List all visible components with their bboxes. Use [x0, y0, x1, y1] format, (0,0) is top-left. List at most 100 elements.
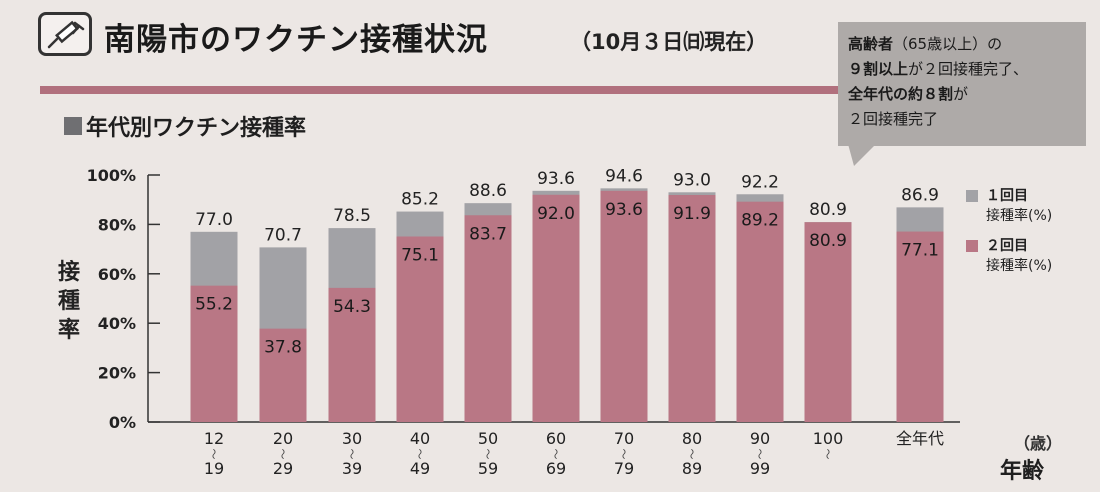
- data-label-first-dose-5: 93.6: [537, 169, 575, 189]
- callout-line-3-part-0: ２回接種完了: [848, 110, 939, 128]
- data-label-first-dose-4: 88.6: [469, 181, 507, 201]
- data-label-first-dose-0: 77.0: [195, 210, 233, 230]
- x-tick-label-bottom-8: 99: [750, 459, 770, 478]
- data-label-second-dose-1: 37.8: [264, 338, 302, 358]
- x-tick-label-bottom-4: 59: [478, 459, 498, 478]
- data-label-first-dose-6: 94.6: [605, 166, 643, 186]
- data-label-second-dose-9: 80.9: [809, 231, 847, 251]
- callout-line-1: ９割以上が２回接種完了、: [848, 57, 1084, 82]
- x-tick-label-bottom-6: 79: [614, 459, 634, 478]
- x-tick-range-sep-4: 〜: [481, 449, 494, 460]
- legend-label-second-dose-line1: ２回目: [986, 238, 1028, 254]
- callout-line-0-part-1: （65歳以上）の: [893, 35, 1003, 53]
- bar-second-dose-9: [804, 222, 852, 422]
- date-label: （10月３日㈰現在）: [570, 30, 768, 54]
- y-axis-label: 接種率: [56, 258, 82, 345]
- y-tick-label-2: 40%: [98, 314, 136, 333]
- legend-label-first-dose-line1: １回目: [986, 188, 1028, 204]
- x-tick-label-bottom-5: 69: [546, 459, 566, 478]
- x-tick-label-bottom-0: 19: [204, 459, 224, 478]
- bar-second-dose-0: [190, 285, 238, 422]
- data-label-second-dose-2: 54.3: [333, 297, 371, 317]
- x-tick-range-sep-5: 〜: [549, 449, 562, 460]
- callout-line-2-part-0: 全年代の約８割: [848, 85, 954, 103]
- bar-second-dose-6: [600, 190, 648, 422]
- x-tick-label-bottom-2: 39: [342, 459, 362, 478]
- x-tick-label-bottom-7: 89: [682, 459, 702, 478]
- y-axis-label-char-0: 接: [57, 260, 80, 285]
- subtitle-marker: [64, 117, 82, 135]
- data-label-second-dose-3: 75.1: [401, 246, 439, 266]
- x-tick-label-top-2: 30: [342, 429, 362, 448]
- legend-label-first-dose-line2: 接種率(%): [986, 208, 1053, 224]
- x-tick-range-sep-1: 〜: [276, 449, 289, 460]
- bar-second-dose-8: [736, 201, 784, 422]
- bar-second-dose-7: [668, 195, 716, 422]
- bar-second-dose-10: [896, 231, 944, 422]
- x-tick-range-sep-8: 〜: [753, 449, 766, 460]
- x-tick-label-top-6: 70: [614, 429, 634, 448]
- y-tick-label-0: 0%: [109, 413, 136, 432]
- x-tick-range-sep-2: 〜: [345, 449, 358, 460]
- x-tick-label-top-0: 12: [204, 429, 224, 448]
- data-label-second-dose-5: 92.0: [537, 204, 575, 224]
- data-label-second-dose-7: 91.9: [673, 204, 711, 224]
- bar-second-dose-5: [532, 194, 580, 422]
- y-tick-label-4: 80%: [98, 215, 136, 234]
- y-axis-label-char-2: 率: [57, 318, 80, 343]
- x-tick-label-top-5: 60: [546, 429, 566, 448]
- data-label-first-dose-9: 80.9: [809, 200, 847, 220]
- data-label-first-dose-2: 78.5: [333, 206, 371, 226]
- callout-body: 高齢者（65歳以上）の ９割以上が２回接種完了、 全年代の約８割が ２回接種完了: [838, 22, 1086, 146]
- data-label-first-dose-7: 93.0: [673, 170, 711, 190]
- y-tick-label-1: 20%: [98, 364, 136, 383]
- x-tick-range-sep-6: 〜: [617, 449, 630, 460]
- x-tick-label-bottom-3: 49: [410, 459, 430, 478]
- x-tick-label-bottom-1: 29: [273, 459, 293, 478]
- callout-line-0: 高齢者（65歳以上）の: [848, 32, 1084, 57]
- x-axis-label: 年齢: [1000, 459, 1045, 484]
- x-tick-label-top-1: 20: [273, 429, 293, 448]
- data-label-second-dose-8: 89.2: [741, 211, 779, 231]
- data-label-first-dose-10: 86.9: [901, 185, 939, 205]
- x-tick-label-top-7: 80: [682, 429, 702, 448]
- bar-second-dose-4: [464, 215, 512, 422]
- summary-callout: 高齢者（65歳以上）の ９割以上が２回接種完了、 全年代の約８割が ２回接種完了: [838, 22, 1086, 166]
- title-divider: [40, 86, 1085, 94]
- callout-line-2-part-1: が: [953, 85, 969, 103]
- data-label-second-dose-10: 77.1: [901, 241, 939, 261]
- callout-line-1-part-1: が２回接種完了、: [908, 60, 1029, 78]
- callout-text: 高齢者（65歳以上）の ９割以上が２回接種完了、 全年代の約８割が ２回接種完了: [848, 32, 1084, 132]
- chart-title: 年代別ワクチン接種率: [86, 116, 307, 141]
- bar-second-dose-1: [259, 328, 307, 422]
- legend-swatch-first-dose: [966, 190, 978, 202]
- x-tick-range-sep-7: 〜: [685, 449, 698, 460]
- syringe-icon: [38, 12, 92, 56]
- y-axis-label-char-1: 種: [57, 289, 80, 314]
- x-tick-range-sep-0: 〜: [207, 449, 220, 460]
- y-tick-label-3: 60%: [98, 265, 136, 284]
- callout-line-1-part-0: ９割以上: [848, 60, 909, 78]
- x-tick-label-top-3: 40: [410, 429, 430, 448]
- data-label-first-dose-3: 85.2: [401, 190, 439, 210]
- callout-line-2: 全年代の約８割が: [848, 82, 1084, 107]
- data-label-second-dose-6: 93.6: [605, 200, 643, 220]
- legend-label-second-dose-line2: 接種率(%): [986, 258, 1053, 274]
- bar-second-dose-2: [328, 287, 376, 422]
- y-tick-label-5: 100%: [87, 166, 136, 185]
- data-label-first-dose-8: 92.2: [741, 172, 779, 192]
- callout-line-3: ２回接種完了: [848, 107, 1084, 132]
- page-title: 南陽市のワクチン接種状況: [104, 22, 488, 58]
- x-tick-label-top-8: 90: [750, 429, 770, 448]
- legend-swatch-second-dose: [966, 240, 978, 252]
- x-axis-unit: （歳）: [1014, 434, 1063, 453]
- x-tick-range-sep-9: 〜: [821, 449, 834, 460]
- data-label-second-dose-4: 83.7: [469, 224, 507, 244]
- x-tick-label-top-10: 全年代: [896, 429, 944, 448]
- x-tick-label-top-9: 100: [813, 429, 844, 448]
- data-label-second-dose-0: 55.2: [195, 295, 233, 315]
- callout-line-0-part-0: 高齢者: [848, 35, 894, 53]
- x-tick-range-sep-3: 〜: [413, 449, 426, 460]
- x-tick-label-top-4: 50: [478, 429, 498, 448]
